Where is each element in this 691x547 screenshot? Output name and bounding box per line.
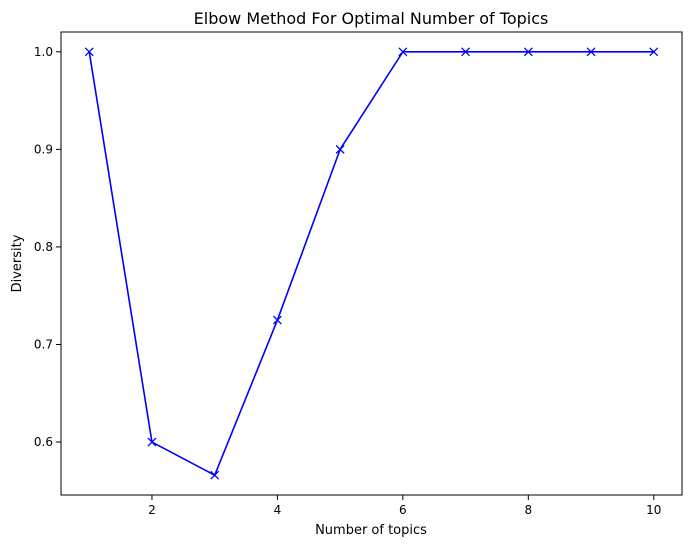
data-point-marker <box>586 47 596 57</box>
series-line <box>88 50 654 477</box>
data-point-marker <box>335 144 345 154</box>
data-point-marker <box>147 437 157 447</box>
data-point-marker <box>461 47 471 57</box>
y-tick-label: 0.6 <box>34 435 53 449</box>
data-point-marker <box>523 47 533 57</box>
series-group <box>84 47 659 480</box>
x-tick-label: 6 <box>399 503 407 517</box>
plot-frame <box>60 31 683 496</box>
data-point-marker <box>84 47 94 57</box>
data-point-marker <box>210 470 220 480</box>
y-tick-label: 1.0 <box>34 45 53 59</box>
x-tick-label: 10 <box>646 503 661 517</box>
x-tick-label: 4 <box>274 503 282 517</box>
y-tick-label: 0.8 <box>34 240 53 254</box>
chart-title: Elbow Method For Optimal Number of Topic… <box>194 9 549 28</box>
data-point-marker <box>398 47 408 57</box>
x-axis-ticks: 2 4 6 8 10 <box>148 495 661 517</box>
y-tick-label: 0.7 <box>34 337 53 351</box>
x-tick-label: 2 <box>148 503 156 517</box>
x-axis-label: Number of topics <box>315 523 427 538</box>
data-point-marker <box>649 47 659 57</box>
y-axis-ticks: 0.6 0.7 0.8 0.9 1.0 <box>34 45 61 449</box>
y-tick-label: 0.9 <box>34 142 53 156</box>
y-axis-label: Diversity <box>10 234 25 292</box>
data-point-marker <box>272 315 282 325</box>
x-tick-label: 8 <box>524 503 532 517</box>
plot-area <box>61 32 682 495</box>
